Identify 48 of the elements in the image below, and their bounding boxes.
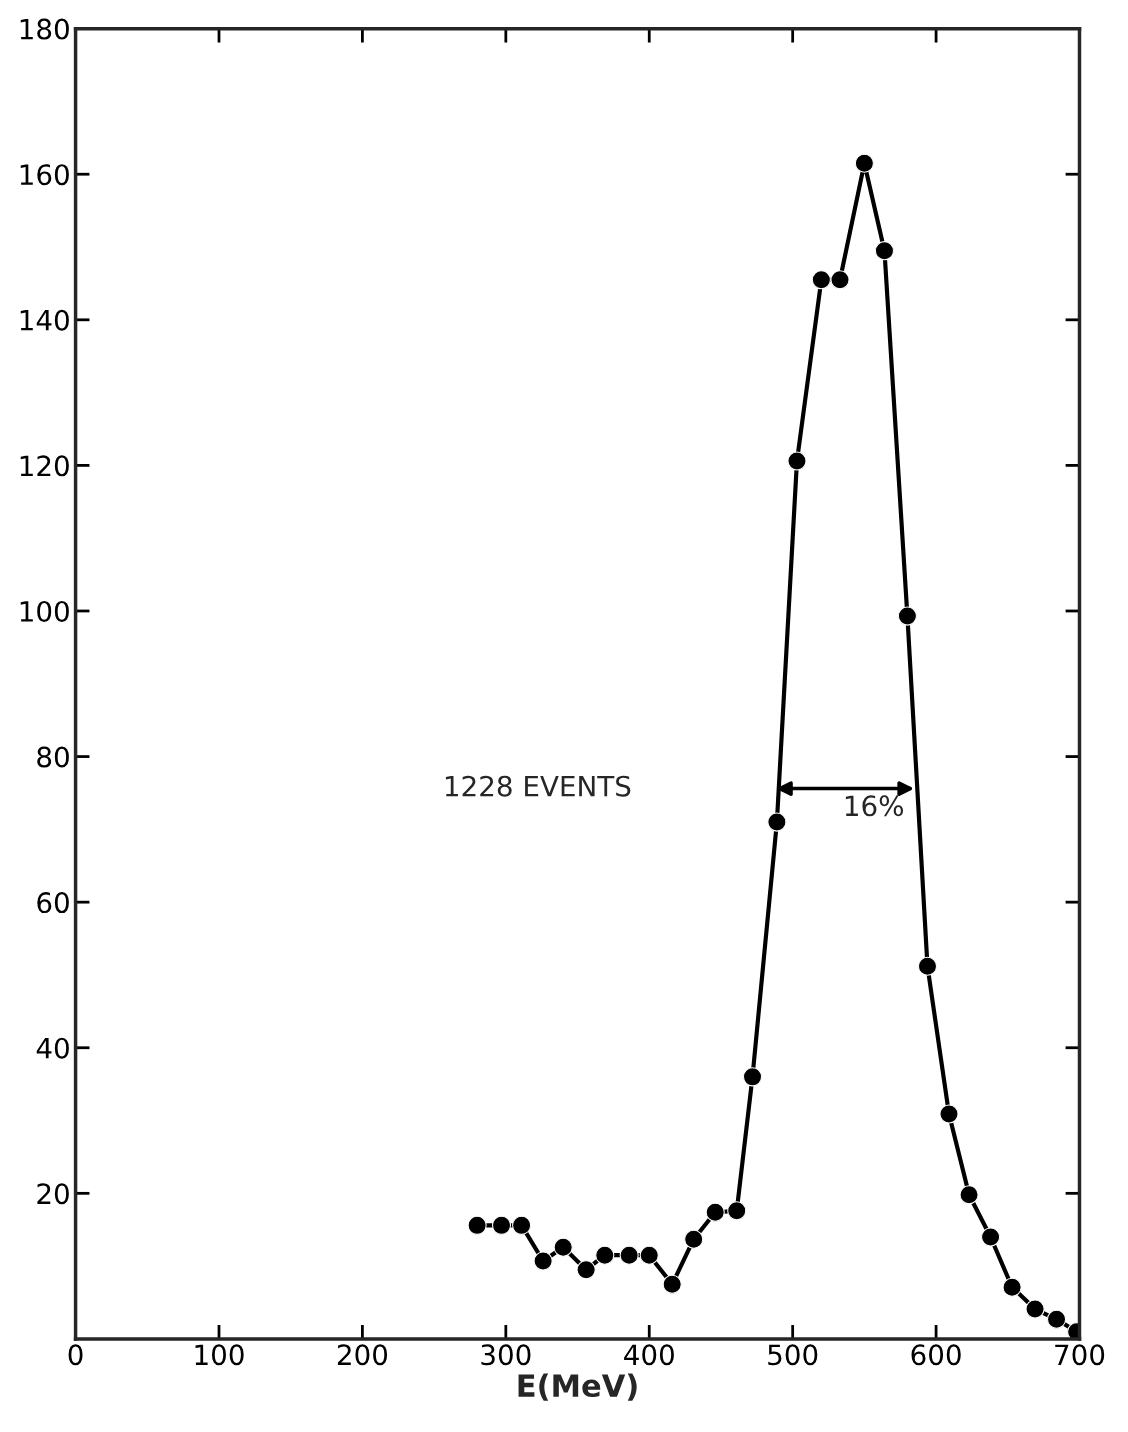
annotation: 16% (845, 795, 904, 817)
x-tick-label: 400 (624, 1344, 674, 1366)
point (742, 1067, 763, 1087)
point (705, 1202, 725, 1222)
x-tick-label: 0 (68, 1344, 83, 1366)
y-tick-label: 140 (20, 309, 69, 331)
point (854, 153, 874, 173)
y-tick-label: 40 (36, 1037, 69, 1059)
point (491, 1215, 512, 1235)
point (595, 1245, 615, 1265)
y-tick-label: 180 (20, 18, 69, 40)
x-tick-label: 300 (481, 1344, 531, 1366)
point (1002, 1277, 1022, 1297)
point (897, 606, 917, 626)
point (830, 270, 850, 290)
point (619, 1245, 639, 1265)
x-tick-label: 500 (768, 1344, 818, 1366)
y-tick-label: 60 (37, 892, 69, 914)
point (1047, 1309, 1067, 1329)
y-tick-label: 20 (37, 1183, 69, 1205)
point (767, 812, 787, 832)
x-axis-title: E(MeV) (518, 1373, 637, 1401)
point (467, 1215, 487, 1235)
point (553, 1237, 573, 1257)
point (533, 1251, 553, 1271)
point (959, 1185, 979, 1205)
point (727, 1201, 747, 1221)
point (811, 270, 831, 290)
x-tick-label: 600 (911, 1344, 961, 1366)
point (684, 1229, 704, 1249)
x-tick-label: 700 (1055, 1344, 1105, 1366)
point (662, 1274, 682, 1294)
point (512, 1215, 532, 1235)
point (639, 1245, 659, 1265)
point (939, 1104, 959, 1124)
point (981, 1227, 1001, 1247)
point (1025, 1299, 1045, 1319)
y-tick-label: 160 (20, 164, 69, 186)
point (576, 1260, 596, 1280)
y-tick-label: 80 (37, 746, 69, 768)
point (787, 451, 807, 471)
x-tick-label: 200 (337, 1344, 388, 1366)
annotation: 1228 EVENTS (445, 775, 631, 797)
point (874, 241, 894, 261)
y-tick-label: 100 (20, 600, 69, 622)
point (917, 956, 938, 976)
x-tick-label: 100 (195, 1344, 244, 1366)
y-tick-label: 120 (20, 455, 69, 477)
